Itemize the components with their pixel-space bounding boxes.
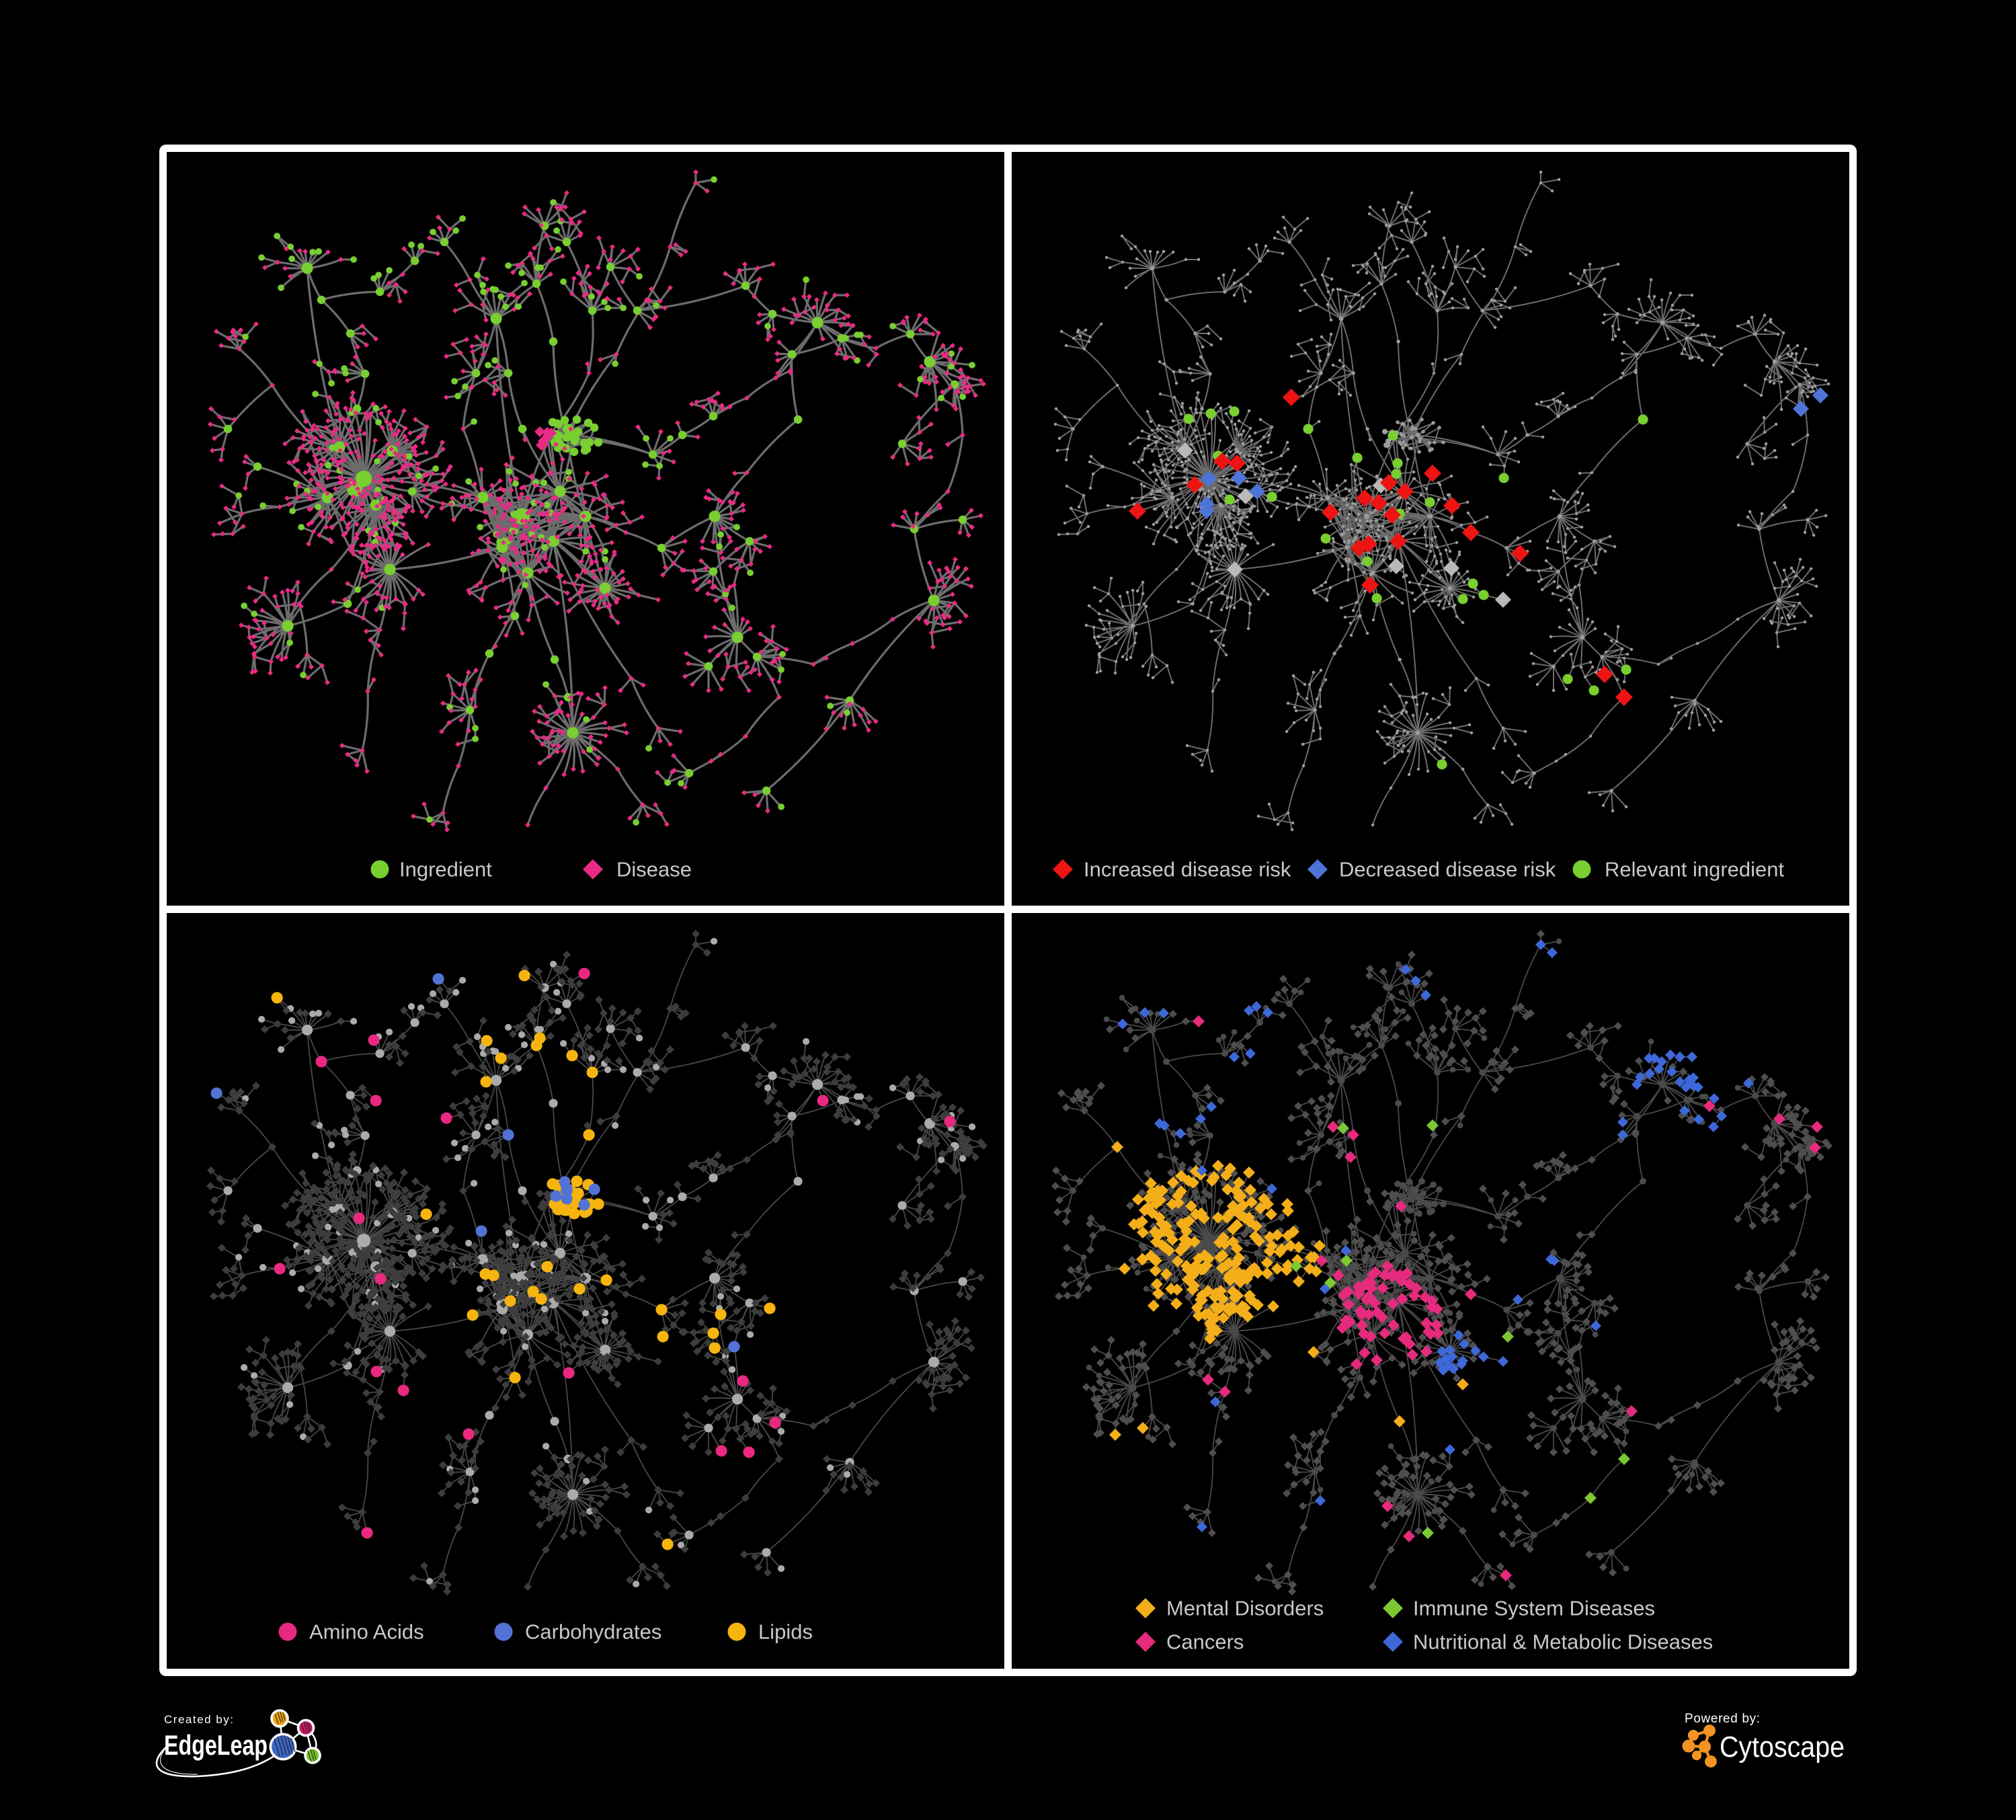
- svg-text:Decreased disease risk: Decreased disease risk: [1339, 858, 1556, 881]
- svg-text:Created by:: Created by:: [164, 1713, 233, 1726]
- svg-text:Nutritional & Metabolic Diseas: Nutritional & Metabolic Diseases: [1413, 1630, 1713, 1654]
- svg-text:Lipids: Lipids: [758, 1620, 813, 1644]
- svg-text:EdgeLeap: EdgeLeap: [164, 1729, 268, 1761]
- svg-text:Amino Acids: Amino Acids: [309, 1620, 424, 1644]
- svg-text:Increased disease risk: Increased disease risk: [1084, 858, 1291, 881]
- svg-text:Relevant ingredient: Relevant ingredient: [1605, 858, 1785, 881]
- svg-text:Mental Disorders: Mental Disorders: [1166, 1597, 1324, 1620]
- svg-text:Immune System Diseases: Immune System Diseases: [1413, 1597, 1655, 1620]
- svg-text:Cancers: Cancers: [1166, 1630, 1244, 1654]
- svg-text:Powered by:: Powered by:: [1685, 1712, 1760, 1726]
- svg-text:Disease: Disease: [616, 858, 692, 881]
- svg-text:Cytoscape: Cytoscape: [1720, 1731, 1845, 1764]
- svg-text:Carbohydrates: Carbohydrates: [525, 1620, 661, 1644]
- svg-text:Ingredient: Ingredient: [399, 858, 492, 881]
